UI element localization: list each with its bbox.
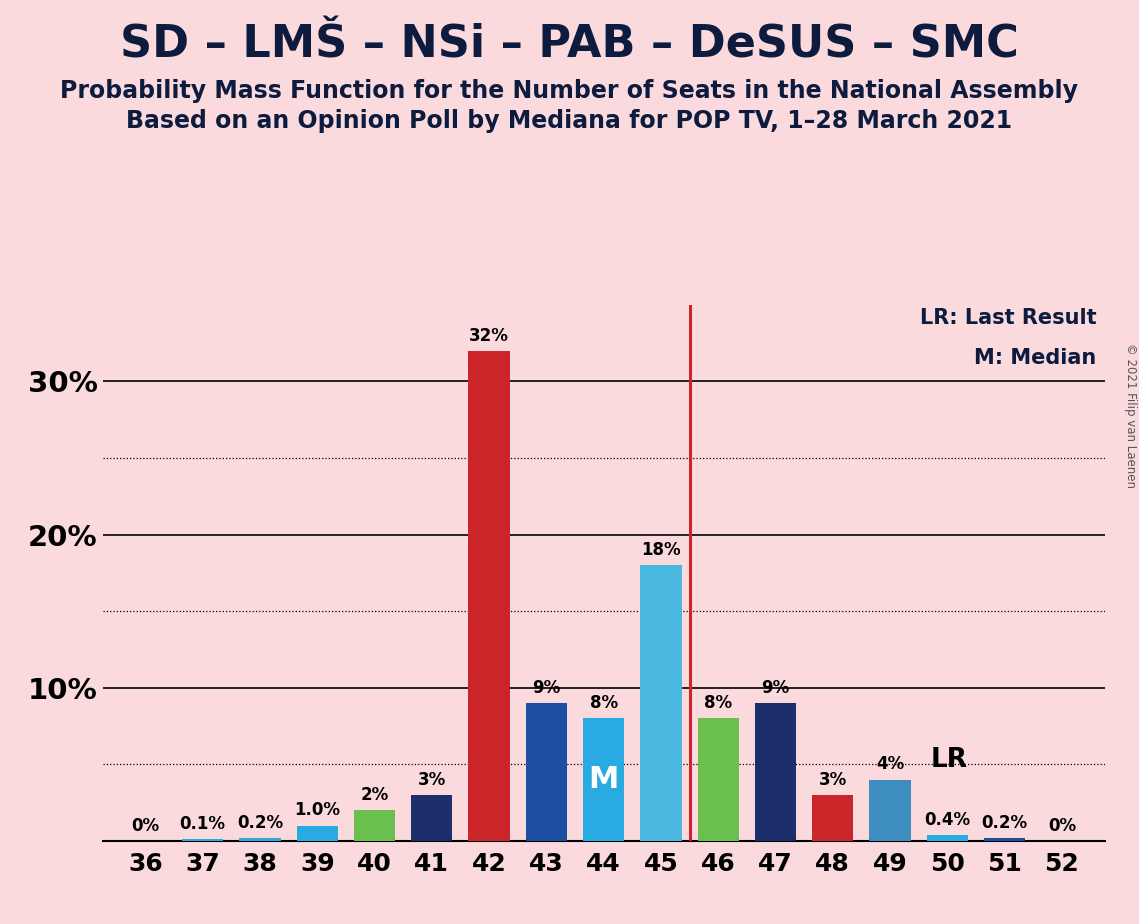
Bar [583,718,624,841]
Text: 4%: 4% [876,756,904,773]
Bar [411,795,452,841]
Bar [812,795,853,841]
Bar [526,703,567,841]
Text: 2%: 2% [360,786,388,804]
Bar [984,838,1025,841]
Text: 0%: 0% [1048,817,1076,834]
Text: 0.2%: 0.2% [982,814,1027,832]
Bar [755,703,796,841]
Text: 18%: 18% [641,541,681,559]
Text: 0.1%: 0.1% [180,815,226,833]
Text: 8%: 8% [590,694,617,712]
Text: © 2021 Filip van Laenen: © 2021 Filip van Laenen [1124,344,1137,488]
Bar [182,839,223,841]
Text: 0%: 0% [131,817,159,834]
Text: 3%: 3% [819,771,847,789]
Text: 1.0%: 1.0% [294,801,341,820]
Text: M: M [589,765,618,794]
Text: Based on an Opinion Poll by Mediana for POP TV, 1–28 March 2021: Based on an Opinion Poll by Mediana for … [126,109,1013,133]
Text: SD – LMŠ – NSi – PAB – DeSUS – SMC: SD – LMŠ – NSi – PAB – DeSUS – SMC [120,23,1019,67]
Bar [869,780,911,841]
Text: 8%: 8% [704,694,732,712]
Text: LR: Last Result: LR: Last Result [919,308,1096,328]
Bar [468,351,510,841]
Text: 32%: 32% [469,327,509,345]
Bar [640,565,681,841]
Text: LR: LR [931,747,967,772]
Bar [296,825,338,841]
Bar [697,718,739,841]
Bar [354,810,395,841]
Bar [927,834,968,841]
Text: 0.4%: 0.4% [924,810,970,829]
Text: 9%: 9% [532,679,560,697]
Bar [239,838,280,841]
Text: Probability Mass Function for the Number of Seats in the National Assembly: Probability Mass Function for the Number… [60,79,1079,103]
Text: 3%: 3% [418,771,446,789]
Text: 9%: 9% [761,679,789,697]
Text: M: Median: M: Median [974,347,1096,368]
Text: 0.2%: 0.2% [237,814,284,832]
